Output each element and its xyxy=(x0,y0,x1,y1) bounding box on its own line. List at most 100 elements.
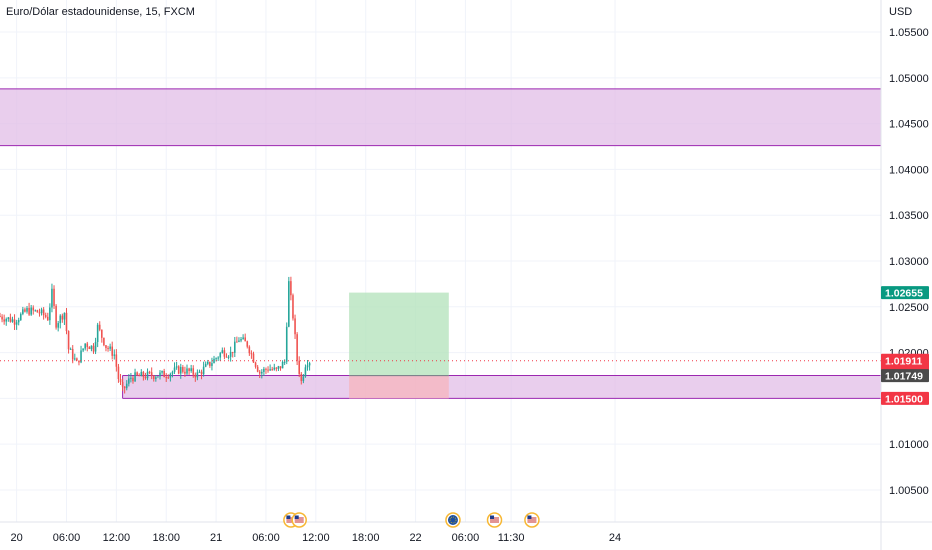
candle-body xyxy=(250,353,253,355)
candle-body xyxy=(101,329,103,338)
eu-stars xyxy=(449,516,457,524)
candle-body xyxy=(36,310,39,313)
candle-body xyxy=(49,307,51,321)
eu-flag-icon[interactable] xyxy=(445,512,461,528)
price-tick-label: 1.05500 xyxy=(889,27,929,39)
candle-body xyxy=(3,319,5,322)
candle-body xyxy=(78,360,80,363)
candle-body xyxy=(150,372,153,377)
time-tick-label: 06:00 xyxy=(252,532,280,544)
candle-body xyxy=(132,377,134,382)
candle-body xyxy=(55,305,57,328)
candles-layer xyxy=(0,276,311,394)
candle-body xyxy=(140,371,143,377)
candle-body xyxy=(252,353,255,363)
candle-body xyxy=(296,334,298,361)
candle-body xyxy=(123,386,126,389)
time-tick-label: 22 xyxy=(409,532,421,544)
chart-title: Euro/Dólar estadounidense, 15, FXCM xyxy=(6,6,195,18)
candle-body xyxy=(198,371,201,373)
candle-body xyxy=(229,351,232,357)
candle-body xyxy=(238,340,240,342)
candle-body xyxy=(138,374,141,377)
price-tick-label: 1.00500 xyxy=(889,485,929,497)
zone-fill xyxy=(122,375,881,399)
candle-body xyxy=(194,374,197,378)
candle-body xyxy=(107,347,109,349)
candle-body xyxy=(30,307,32,315)
candle-body xyxy=(179,367,182,374)
candle-body xyxy=(146,371,149,379)
us-canton xyxy=(286,515,291,519)
us-flag-icon[interactable] xyxy=(524,512,540,528)
candle-body xyxy=(19,313,22,321)
long-position-tool[interactable] xyxy=(349,292,449,399)
candle-body xyxy=(32,307,35,311)
candle-body xyxy=(22,309,24,314)
price-axis[interactable]: 1.005001.010001.015001.020001.025001.030… xyxy=(889,27,929,497)
entry-price-tag-bg xyxy=(881,369,929,383)
candle-body xyxy=(302,376,305,382)
candle-body xyxy=(24,309,26,312)
time-tick-label: 11:30 xyxy=(498,532,525,544)
events-layer[interactable] xyxy=(283,512,540,528)
candle-body xyxy=(294,318,296,335)
candle-body xyxy=(269,369,271,371)
candle-body xyxy=(92,345,95,352)
candle-body xyxy=(53,288,55,306)
candle-body xyxy=(200,371,203,375)
candle-body xyxy=(94,341,97,352)
candle-body xyxy=(248,346,251,354)
candle-body xyxy=(80,350,82,363)
zone-fill xyxy=(0,88,881,146)
candle-body xyxy=(184,371,186,374)
candle-body xyxy=(63,312,66,320)
candle-body xyxy=(15,322,18,325)
candle-body xyxy=(182,367,184,372)
candle-body xyxy=(221,350,224,354)
candle-body xyxy=(288,281,290,327)
currency-label: USD xyxy=(889,6,912,18)
price-tick-label: 1.01000 xyxy=(889,439,929,451)
candle-body xyxy=(231,351,234,353)
time-tick-label: 18:00 xyxy=(152,532,180,544)
candle-body xyxy=(121,382,124,387)
candle-body xyxy=(281,361,284,369)
stop-price-tag: 1.01500 xyxy=(881,391,929,405)
candle-body xyxy=(290,281,292,296)
candle-body xyxy=(67,331,70,350)
us-flag-icon[interactable] xyxy=(291,512,307,528)
candle-body xyxy=(82,348,84,351)
candle-body xyxy=(273,367,276,370)
us-flag-icon[interactable] xyxy=(486,512,503,528)
candle-body xyxy=(1,316,3,320)
stop-price-tag-bg xyxy=(881,391,929,405)
candle-body xyxy=(155,377,157,379)
candle-body xyxy=(159,372,161,377)
candle-body xyxy=(206,361,209,364)
candle-body xyxy=(242,337,244,340)
candle-body xyxy=(192,368,195,375)
candle-body xyxy=(163,371,165,378)
time-tick-label: 12:00 xyxy=(103,532,131,544)
price-tick-label: 1.03000 xyxy=(889,256,929,268)
candle-body xyxy=(28,307,30,315)
eu-flag-field xyxy=(447,515,458,525)
candle-body xyxy=(9,317,12,322)
candle-body xyxy=(277,366,280,369)
candle-body xyxy=(11,319,14,322)
candle-body xyxy=(240,339,242,341)
candle-body xyxy=(136,372,138,375)
candle-body xyxy=(161,371,163,373)
candle-body xyxy=(98,324,101,330)
candle-body xyxy=(244,337,246,342)
candle-body xyxy=(165,377,168,379)
candle-body xyxy=(148,371,151,373)
loss-area xyxy=(349,375,449,399)
candle-body xyxy=(51,288,53,308)
candle-body xyxy=(275,367,278,369)
target-price-tag: 1.02655 xyxy=(881,286,929,300)
time-axis[interactable]: 20 06:00 12:00 18:00 21 06:00 12:00 18:00 22 06:0… xyxy=(10,532,621,544)
